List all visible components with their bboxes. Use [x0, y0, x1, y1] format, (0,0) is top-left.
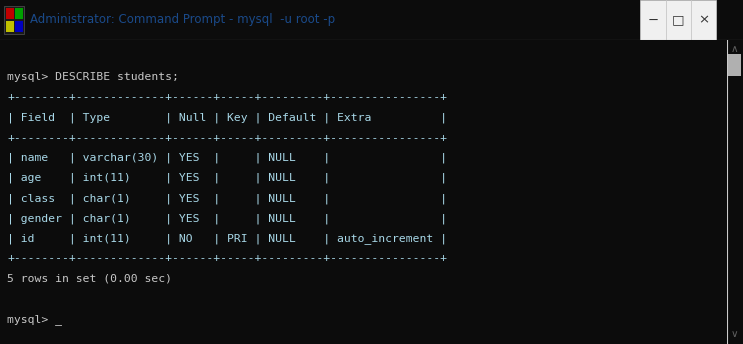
- Text: −: −: [648, 13, 658, 26]
- Text: | age    | int(11)     | YES  |     | NULL    |                |: | age | int(11) | YES | | NULL | |: [7, 173, 447, 183]
- FancyBboxPatch shape: [691, 0, 716, 40]
- Text: Administrator: Command Prompt - mysql  -u root -p: Administrator: Command Prompt - mysql -u…: [30, 13, 335, 26]
- FancyBboxPatch shape: [6, 21, 14, 32]
- Text: +--------+-------------+------+-----+---------+----------------+: +--------+-------------+------+-----+---…: [7, 132, 447, 143]
- Text: | gender | char(1)     | YES  |     | NULL    |                |: | gender | char(1) | YES | | NULL | |: [7, 213, 447, 224]
- FancyBboxPatch shape: [666, 0, 691, 40]
- Text: | name   | varchar(30) | YES  |     | NULL    |                |: | name | varchar(30) | YES | | NULL | |: [7, 153, 447, 163]
- Text: | Field  | Type        | Null | Key | Default | Extra          |: | Field | Type | Null | Key | Default | …: [7, 112, 447, 123]
- FancyBboxPatch shape: [4, 6, 24, 34]
- FancyBboxPatch shape: [640, 0, 666, 40]
- Text: +--------+-------------+------+-----+---------+----------------+: +--------+-------------+------+-----+---…: [7, 254, 447, 264]
- Text: ∨: ∨: [731, 330, 739, 340]
- Text: 5 rows in set (0.00 sec): 5 rows in set (0.00 sec): [7, 273, 172, 283]
- FancyBboxPatch shape: [6, 8, 14, 19]
- Text: | id     | int(11)     | NO   | PRI | NULL    | auto_increment |: | id | int(11) | NO | PRI | NULL | auto_…: [7, 233, 447, 244]
- Text: mysql> _: mysql> _: [7, 314, 62, 325]
- FancyBboxPatch shape: [15, 8, 23, 19]
- Text: mysql> DESCRIBE students;: mysql> DESCRIBE students;: [7, 72, 179, 82]
- Text: | class  | char(1)     | YES  |     | NULL    |                |: | class | char(1) | YES | | NULL | |: [7, 193, 447, 204]
- Text: ×: ×: [698, 13, 709, 26]
- Text: +--------+-------------+------+-----+---------+----------------+: +--------+-------------+------+-----+---…: [7, 92, 447, 102]
- Text: ∧: ∧: [731, 44, 739, 54]
- FancyBboxPatch shape: [15, 21, 23, 32]
- FancyBboxPatch shape: [728, 54, 742, 76]
- Text: □: □: [672, 13, 684, 26]
